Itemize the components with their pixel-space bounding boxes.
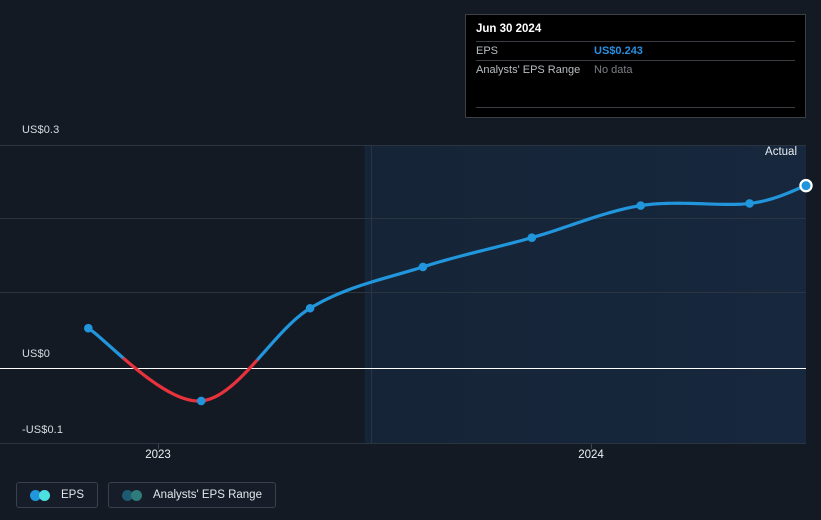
tooltip-key-analysts-range: Analysts' EPS Range <box>476 64 581 76</box>
legend-item-eps[interactable]: EPS <box>16 482 99 508</box>
x-tick-2023 <box>158 444 159 449</box>
y-axis-label-0.3: US$0.3 <box>22 124 60 136</box>
legend-item-analysts-range[interactable]: Analysts' EPS Range <box>108 482 276 508</box>
tooltip-divider <box>476 107 795 108</box>
gridline-0.1 <box>0 292 806 293</box>
tooltip-date: Jun 30 2024 <box>476 23 542 35</box>
y-axis-label-0: US$0 <box>22 348 50 360</box>
legend-swatch-eps-icon <box>30 489 52 501</box>
legend-label-analysts-range: Analysts' EPS Range <box>153 489 262 501</box>
plot-area <box>0 145 806 444</box>
legend-swatch-analysts-range-icon <box>122 489 144 501</box>
tooltip-value-eps: US$0.243 <box>594 45 643 57</box>
tooltip-row-eps: EPS US$0.243 <box>476 41 795 60</box>
gridline-0.3 <box>0 145 806 146</box>
x-tick-2024 <box>591 444 592 449</box>
chart-tooltip: Jun 30 2024 EPS US$0.243 Analysts' EPS R… <box>465 14 806 118</box>
tooltip-value-analysts-range: No data <box>594 64 633 76</box>
legend-label-eps: EPS <box>61 489 85 501</box>
tooltip-key-eps: EPS <box>476 45 499 57</box>
y-axis-label-minus-0.1: -US$0.1 <box>22 424 64 436</box>
actual-period-label: Actual <box>765 146 797 158</box>
forecast-divider <box>371 145 372 444</box>
x-axis-label-2023: 2023 <box>145 449 171 461</box>
zero-line <box>0 368 806 369</box>
x-axis-label-2024: 2024 <box>578 449 604 461</box>
chart-legend: EPS Analysts' EPS Range <box>16 482 276 508</box>
gridline-minus-0.1 <box>0 443 806 444</box>
gridline-0.2 <box>0 218 806 219</box>
tooltip-row-analysts-range: Analysts' EPS Range No data <box>476 60 795 79</box>
